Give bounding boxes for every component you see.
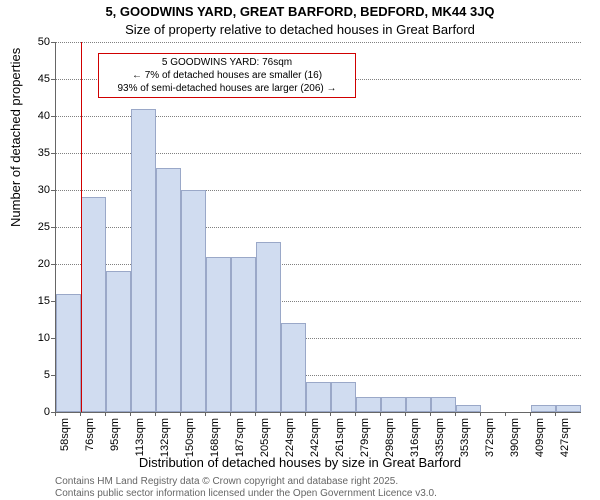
- y-tick-label: 0: [20, 406, 50, 418]
- y-tick-label: 15: [20, 295, 50, 307]
- y-tick-mark: [51, 190, 55, 191]
- y-tick-label: 50: [20, 36, 50, 48]
- x-tick-label: 113sqm: [134, 418, 146, 462]
- x-tick-label: 353sqm: [459, 418, 471, 462]
- x-tick-label: 427sqm: [559, 418, 571, 462]
- y-tick-mark: [51, 42, 55, 43]
- histogram-bar: [281, 323, 306, 412]
- y-tick-label: 45: [20, 73, 50, 85]
- y-tick-label: 40: [20, 110, 50, 122]
- chart-container: 5, GOODWINS YARD, GREAT BARFORD, BEDFORD…: [0, 0, 600, 500]
- histogram-bar: [431, 397, 456, 412]
- footnote-line-2: Contains public sector information licen…: [55, 488, 437, 499]
- histogram-bar: [456, 405, 481, 412]
- chart-title-subtitle: Size of property relative to detached ho…: [0, 22, 600, 37]
- marker-annotation-box: 5 GOODWINS YARD: 76sqm← 7% of detached h…: [98, 53, 356, 98]
- x-tick-mark: [480, 412, 481, 416]
- y-tick-mark: [51, 79, 55, 80]
- x-tick-mark: [105, 412, 106, 416]
- marker-annotation-line: 93% of semi-detached houses are larger (…: [105, 82, 349, 95]
- y-tick-mark: [51, 227, 55, 228]
- y-tick-mark: [51, 153, 55, 154]
- y-tick-label: 5: [20, 369, 50, 381]
- x-tick-label: 298sqm: [384, 418, 396, 462]
- marker-line: [81, 42, 82, 412]
- histogram-bar: [406, 397, 431, 412]
- x-tick-label: 150sqm: [184, 418, 196, 462]
- y-tick-label: 20: [20, 258, 50, 270]
- x-tick-label: 76sqm: [84, 418, 96, 462]
- x-tick-mark: [230, 412, 231, 416]
- x-tick-label: 224sqm: [284, 418, 296, 462]
- footnote-line-1: Contains HM Land Registry data © Crown c…: [55, 476, 398, 487]
- x-tick-mark: [130, 412, 131, 416]
- histogram-bar: [381, 397, 406, 412]
- x-tick-label: 261sqm: [334, 418, 346, 462]
- x-tick-mark: [505, 412, 506, 416]
- y-tick-mark: [51, 338, 55, 339]
- y-tick-mark: [51, 116, 55, 117]
- x-tick-mark: [380, 412, 381, 416]
- x-tick-mark: [455, 412, 456, 416]
- x-tick-mark: [305, 412, 306, 416]
- x-tick-label: 187sqm: [234, 418, 246, 462]
- gridline: [56, 42, 581, 43]
- y-tick-label: 10: [20, 332, 50, 344]
- y-tick-label: 30: [20, 184, 50, 196]
- x-tick-mark: [530, 412, 531, 416]
- histogram-bar: [306, 382, 331, 412]
- x-tick-label: 205sqm: [259, 418, 271, 462]
- x-tick-mark: [80, 412, 81, 416]
- y-tick-mark: [51, 264, 55, 265]
- x-tick-label: 132sqm: [159, 418, 171, 462]
- x-tick-mark: [255, 412, 256, 416]
- histogram-bar: [56, 294, 81, 412]
- x-tick-mark: [330, 412, 331, 416]
- marker-annotation-line: ← 7% of detached houses are smaller (16): [105, 69, 349, 82]
- histogram-bar: [356, 397, 381, 412]
- x-tick-mark: [205, 412, 206, 416]
- x-tick-mark: [280, 412, 281, 416]
- histogram-bar: [331, 382, 356, 412]
- histogram-bar: [131, 109, 156, 412]
- y-tick-label: 25: [20, 221, 50, 233]
- y-tick-mark: [51, 301, 55, 302]
- x-tick-mark: [55, 412, 56, 416]
- y-tick-mark: [51, 375, 55, 376]
- x-tick-mark: [355, 412, 356, 416]
- x-tick-label: 58sqm: [59, 418, 71, 462]
- x-tick-label: 335sqm: [434, 418, 446, 462]
- x-tick-label: 168sqm: [209, 418, 221, 462]
- x-tick-mark: [180, 412, 181, 416]
- x-tick-mark: [430, 412, 431, 416]
- x-tick-label: 409sqm: [534, 418, 546, 462]
- histogram-bar: [231, 257, 256, 412]
- x-tick-label: 372sqm: [484, 418, 496, 462]
- histogram-bar: [156, 168, 181, 412]
- x-tick-label: 242sqm: [309, 418, 321, 462]
- histogram-bar: [106, 271, 131, 412]
- x-tick-label: 279sqm: [359, 418, 371, 462]
- x-tick-mark: [405, 412, 406, 416]
- x-tick-label: 95sqm: [109, 418, 121, 462]
- x-tick-mark: [155, 412, 156, 416]
- histogram-bar: [556, 405, 581, 412]
- y-tick-label: 35: [20, 147, 50, 159]
- x-tick-mark: [555, 412, 556, 416]
- chart-title-address: 5, GOODWINS YARD, GREAT BARFORD, BEDFORD…: [0, 4, 600, 19]
- x-tick-label: 390sqm: [509, 418, 521, 462]
- plot-area: 5 GOODWINS YARD: 76sqm← 7% of detached h…: [55, 42, 581, 413]
- marker-annotation-line: 5 GOODWINS YARD: 76sqm: [105, 56, 349, 69]
- histogram-bar: [256, 242, 281, 412]
- histogram-bar: [181, 190, 206, 412]
- histogram-bar: [531, 405, 556, 412]
- x-tick-label: 316sqm: [409, 418, 421, 462]
- histogram-bar: [81, 197, 106, 412]
- histogram-bar: [206, 257, 231, 412]
